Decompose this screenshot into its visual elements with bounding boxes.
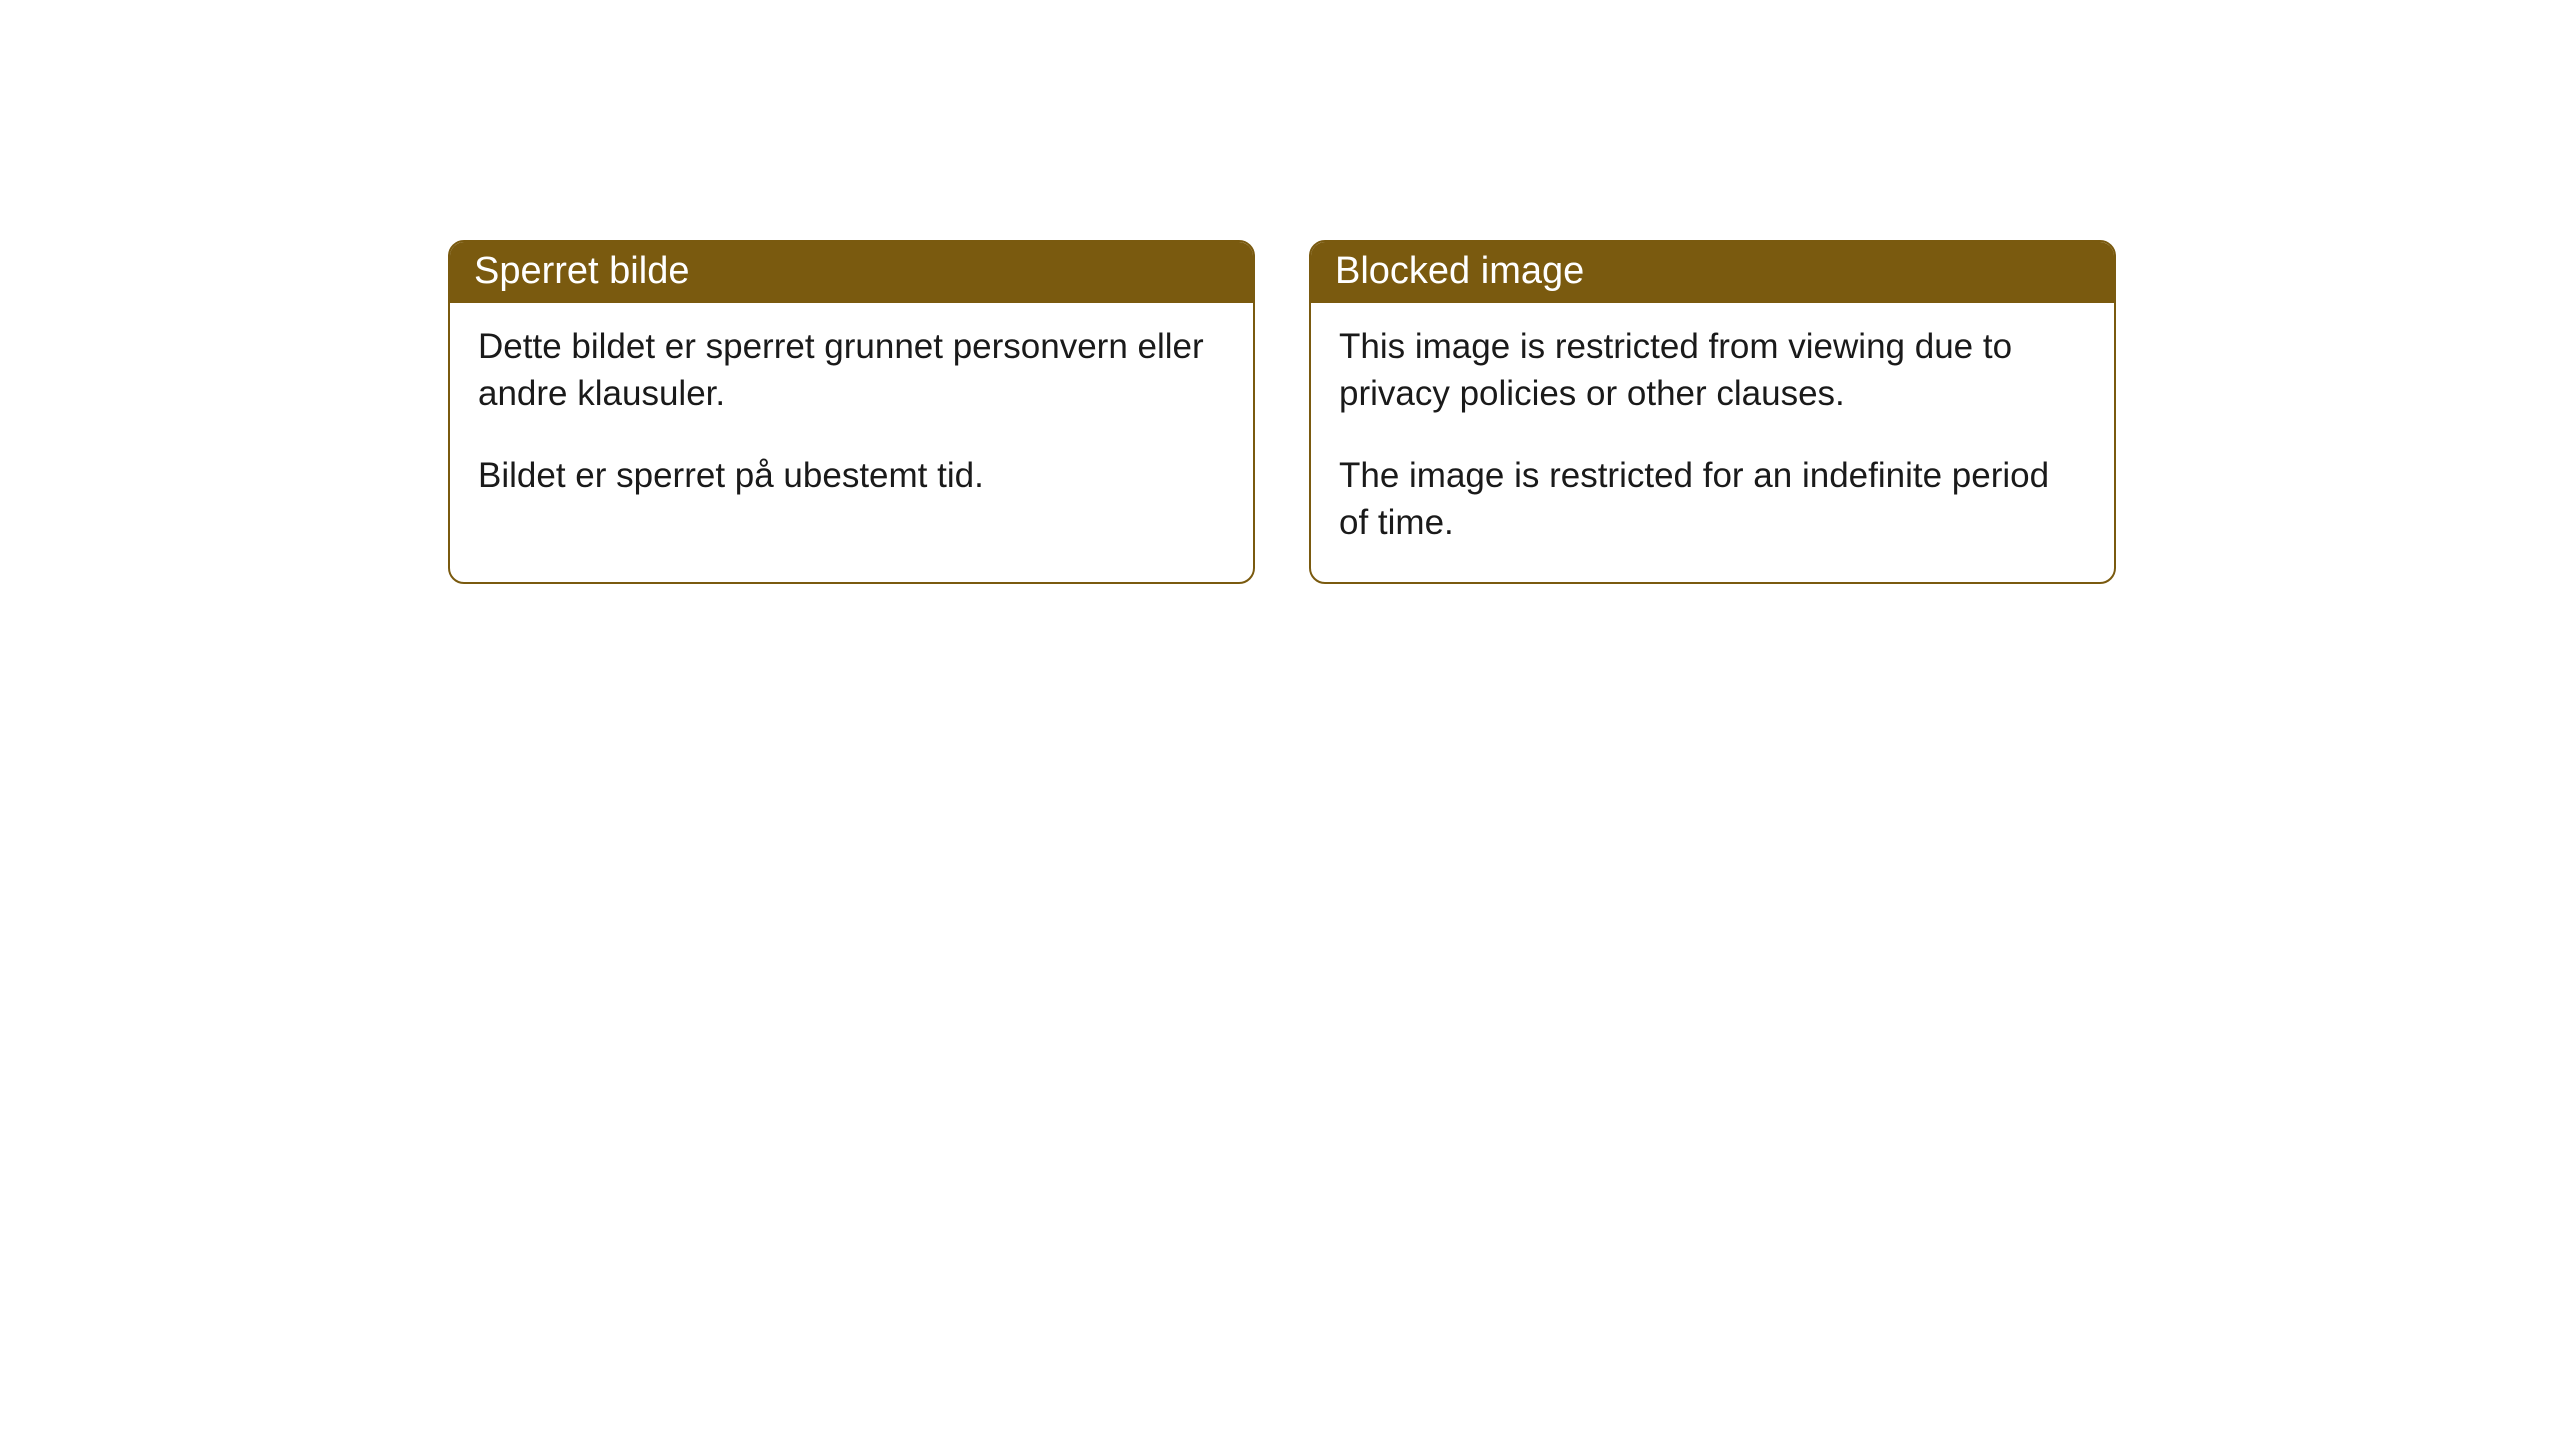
notice-title: Sperret bilde bbox=[474, 250, 689, 292]
notice-paragraph: This image is restricted from viewing du… bbox=[1339, 323, 2086, 418]
notice-card-header: Sperret bilde bbox=[450, 242, 1253, 303]
notice-paragraph: The image is restricted for an indefinit… bbox=[1339, 452, 2086, 547]
notice-card-english: Blocked image This image is restricted f… bbox=[1309, 240, 2116, 584]
notice-container: Sperret bilde Dette bildet er sperret gr… bbox=[448, 240, 2116, 584]
notice-paragraph: Dette bildet er sperret grunnet personve… bbox=[478, 323, 1225, 418]
notice-card-norwegian: Sperret bilde Dette bildet er sperret gr… bbox=[448, 240, 1255, 584]
notice-paragraph: Bildet er sperret på ubestemt tid. bbox=[478, 452, 1225, 499]
notice-card-body: This image is restricted from viewing du… bbox=[1311, 303, 2114, 582]
notice-card-body: Dette bildet er sperret grunnet personve… bbox=[450, 303, 1253, 535]
notice-title: Blocked image bbox=[1335, 250, 1584, 292]
notice-card-header: Blocked image bbox=[1311, 242, 2114, 303]
